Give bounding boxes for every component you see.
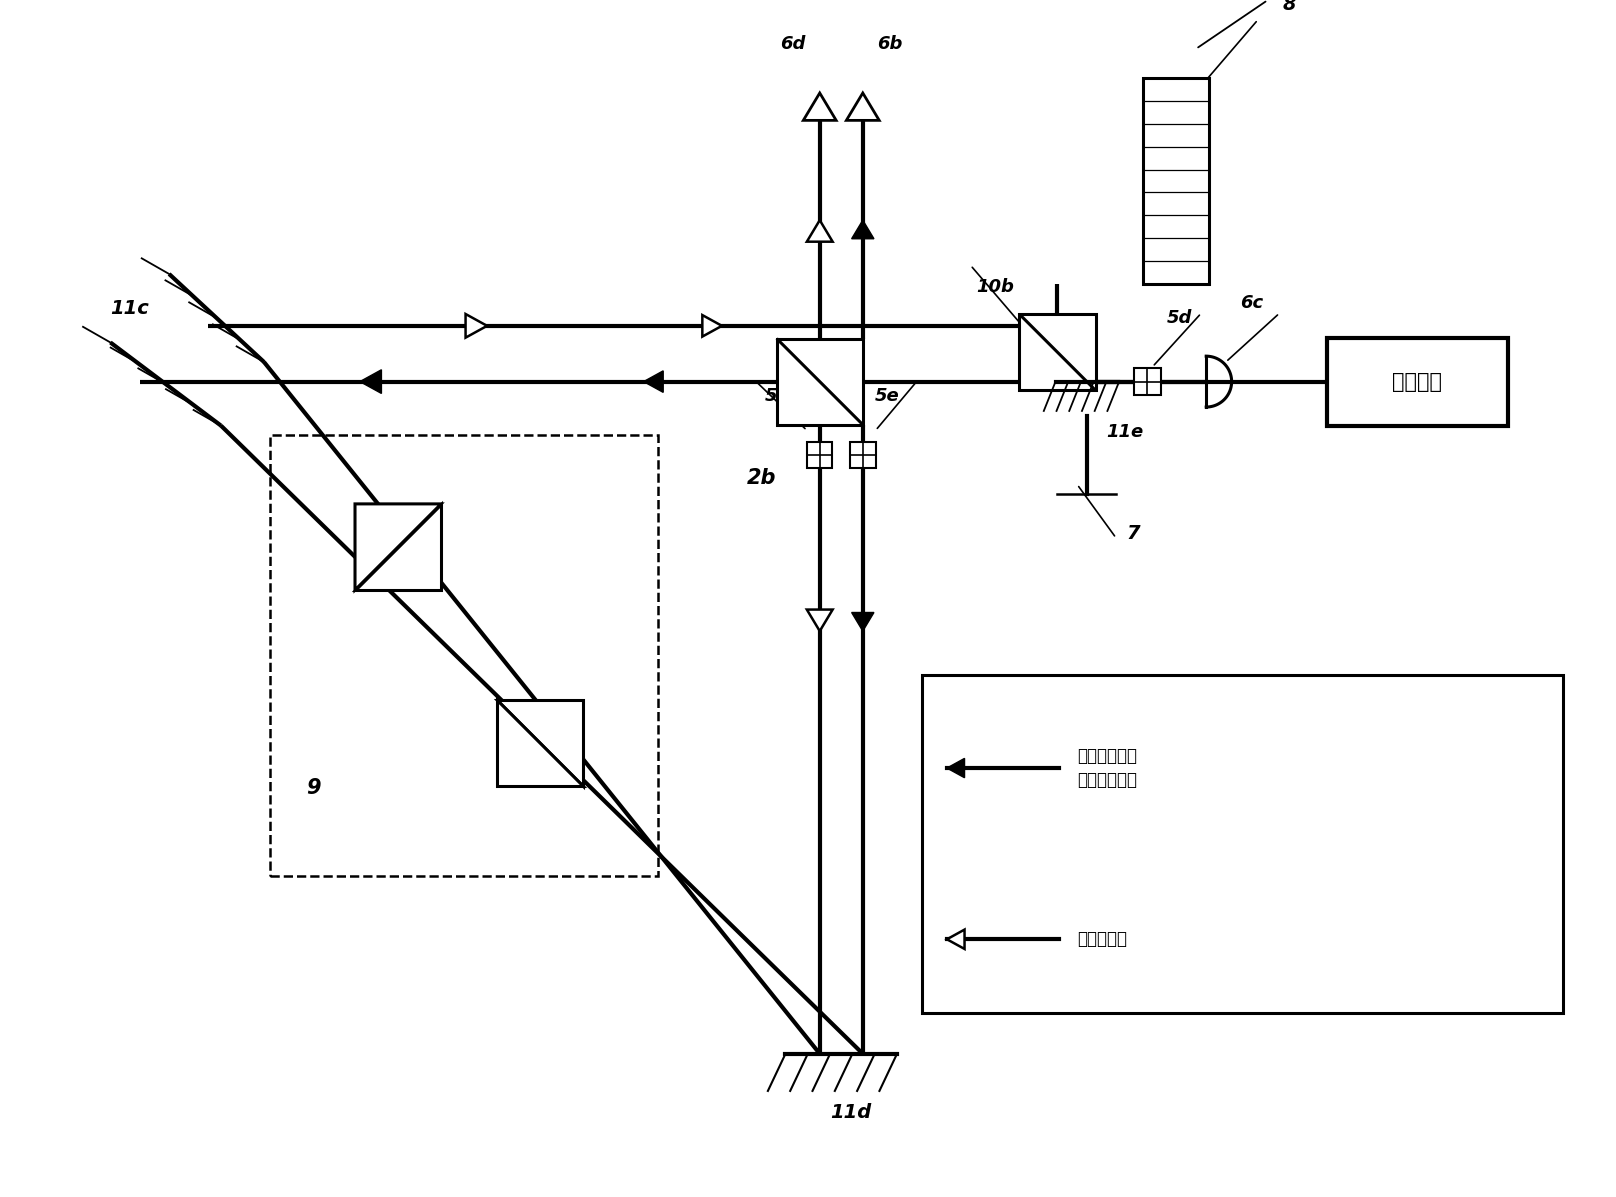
Bar [1143, 78, 1209, 284]
Polygon shape [643, 371, 663, 393]
Bar [923, 675, 1563, 1013]
Text: 10b: 10b [976, 278, 1015, 296]
Polygon shape [947, 759, 965, 778]
Text: 标准光光束: 标准光光束 [1076, 930, 1126, 948]
Text: 5d: 5d [1167, 309, 1193, 327]
Polygon shape [360, 370, 381, 394]
Polygon shape [496, 699, 583, 785]
Polygon shape [465, 314, 486, 338]
Polygon shape [806, 609, 832, 631]
Text: 5f: 5f [764, 388, 785, 406]
Text: 2b: 2b [747, 468, 777, 488]
Polygon shape [496, 699, 583, 785]
Polygon shape [356, 504, 441, 590]
Text: 7: 7 [1126, 524, 1139, 542]
Text: 6b: 6b [877, 35, 903, 53]
Text: 9: 9 [305, 778, 320, 797]
Text: 11c: 11c [110, 299, 149, 317]
Bar [270, 436, 658, 876]
Text: 6d: 6d [779, 35, 805, 53]
Text: 8: 8 [1283, 0, 1296, 14]
Polygon shape [947, 930, 965, 949]
Polygon shape [803, 93, 835, 121]
Polygon shape [703, 315, 722, 336]
Text: 移频装置: 移频装置 [1391, 371, 1441, 391]
Bar [806, 442, 832, 468]
Bar [850, 442, 876, 468]
Text: 11d: 11d [831, 1102, 871, 1122]
Polygon shape [852, 613, 874, 631]
Bar [1020, 314, 1096, 390]
Text: 6c: 6c [1241, 294, 1264, 312]
Bar [1327, 338, 1508, 426]
Polygon shape [806, 220, 832, 242]
Polygon shape [356, 504, 441, 590]
Bar [1134, 367, 1162, 395]
Text: 经外差调制后
的得测激光束: 经外差调制后 的得测激光束 [1076, 747, 1138, 789]
Text: 11e: 11e [1107, 424, 1144, 442]
Polygon shape [847, 93, 879, 121]
Text: 5e: 5e [874, 388, 898, 406]
Polygon shape [852, 220, 874, 238]
Bar [777, 339, 863, 425]
